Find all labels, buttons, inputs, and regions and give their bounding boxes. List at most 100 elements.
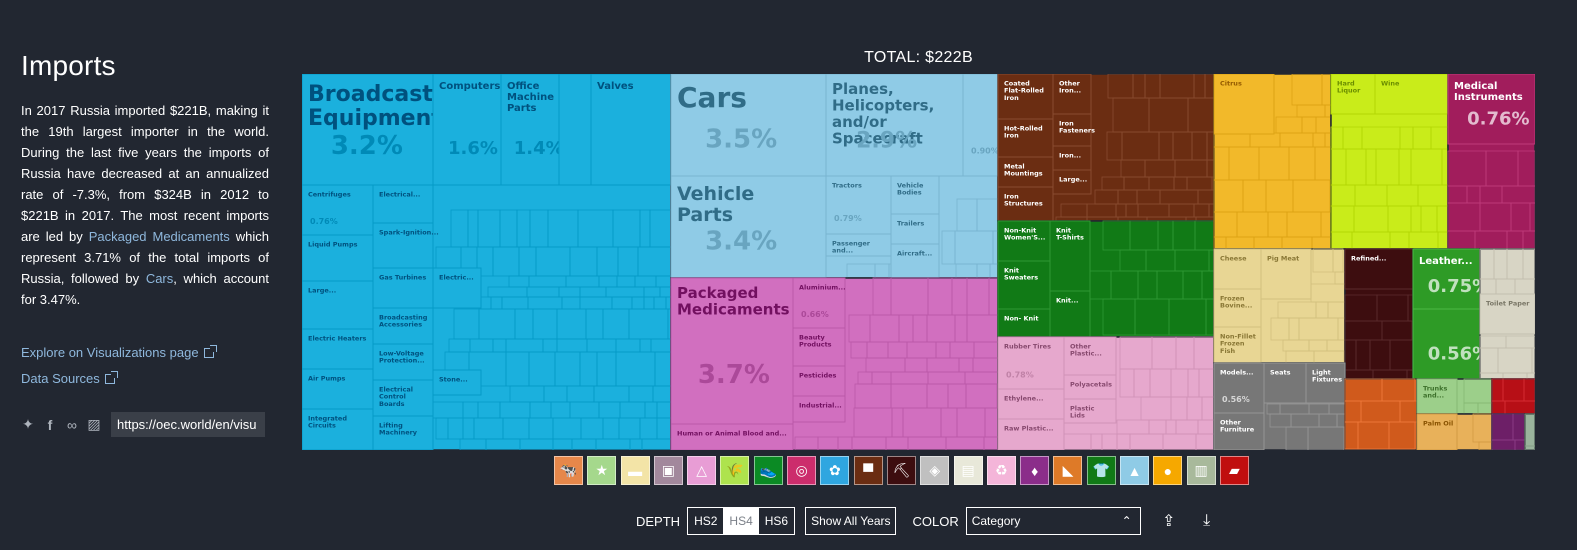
- explore-link[interactable]: Explore on Visualizations page: [21, 345, 217, 360]
- miscellaneous-icon[interactable]: ▥: [1186, 456, 1216, 485]
- tile-cars[interactable]: [670, 74, 827, 177]
- tile-packaged-medicaments[interactable]: [670, 277, 794, 425]
- tile-medical-instruments[interactable]: [1447, 74, 1535, 145]
- link-cars[interactable]: Cars: [145, 271, 174, 286]
- download-icon[interactable]: ⤓: [1203, 512, 1211, 529]
- facebook-icon[interactable]: f: [47, 416, 53, 433]
- tile-large[interactable]: [302, 280, 374, 330]
- stone-glass-icon[interactable]: ▤: [953, 456, 983, 485]
- tile-other-plastic[interactable]: [1063, 336, 1117, 376]
- tile-light-fixtures[interactable]: [1305, 362, 1346, 404]
- tile-centrifuges[interactable]: [302, 184, 374, 236]
- treemap-chart[interactable]: Broadcasting Equipment 3.2% Computers 1.6% Of…: [302, 74, 1535, 450]
- tile-hot-rolled-iron[interactable]: [997, 118, 1054, 158]
- tile-other-furniture[interactable]: [1213, 412, 1265, 450]
- depth-hs2-button[interactable]: HS2: [694, 514, 718, 528]
- tile-pesticides[interactable]: [792, 365, 846, 397]
- tile-leather[interactable]: [1412, 248, 1481, 310]
- tile-trailers[interactable]: [890, 213, 940, 245]
- tile-transportation-2[interactable]: [962, 74, 999, 177]
- tile-citrus[interactable]: [1213, 74, 1275, 135]
- share-url-input[interactable]: https://oec.world/en/visu: [111, 412, 265, 437]
- group-stone[interactable]: [1524, 413, 1535, 450]
- tile-iron-structures[interactable]: [997, 186, 1054, 222]
- wood-products-icon[interactable]: ✿: [820, 456, 850, 485]
- group-weapons[interactable]: [1344, 378, 1418, 450]
- tile-computers[interactable]: [432, 74, 502, 186]
- depth-hs6-button[interactable]: HS6: [764, 514, 789, 528]
- data-sources-link[interactable]: Data Sources: [21, 371, 118, 386]
- precious-metals-icon[interactable]: ♻: [986, 456, 1016, 485]
- tile-human-or-animal-blood-and[interactable]: [670, 423, 794, 450]
- tile-tractors[interactable]: [825, 175, 892, 235]
- vegetable-products-icon[interactable]: ★: [587, 456, 617, 485]
- tile-vehicle-bodies[interactable]: [890, 175, 940, 215]
- tile-pig-meat[interactable]: [1260, 248, 1312, 300]
- machines-icon[interactable]: ◣: [1053, 456, 1083, 485]
- mineral-products-icon[interactable]: △: [687, 456, 717, 485]
- twitter-icon[interactable]: ✦: [22, 416, 34, 432]
- paper-goods-icon[interactable]: ▀: [853, 456, 883, 485]
- tile-air-pumps[interactable]: [302, 368, 374, 410]
- tile-rubber-tires[interactable]: [997, 336, 1065, 390]
- tile-knit[interactable]: [1049, 290, 1091, 338]
- link-icon[interactable]: ∞: [67, 416, 77, 433]
- group-arts[interactable]: [1491, 378, 1535, 415]
- tile-non-fillet-frozen-fish[interactable]: [1213, 326, 1262, 364]
- tile-other-iron[interactable]: [1052, 74, 1092, 115]
- tile-integrated-circuits[interactable]: [302, 408, 374, 450]
- tile-refined[interactable]: [1344, 248, 1414, 290]
- textiles-icon[interactable]: ⛏: [886, 456, 916, 485]
- share-icon[interactable]: ⇪: [1162, 513, 1176, 530]
- instruments-icon[interactable]: ▲: [1120, 456, 1150, 485]
- tile-trunks-and[interactable]: [1416, 378, 1458, 415]
- plastics-rubbers-icon[interactable]: 👟: [753, 456, 783, 485]
- tile-polyacetals[interactable]: [1063, 374, 1117, 400]
- arts-antiques-icon[interactable]: ▰: [1219, 456, 1249, 485]
- tile-wine[interactable]: [1374, 74, 1449, 115]
- group-precious[interactable]: [1491, 413, 1526, 450]
- tile-broadcasting-equipment[interactable]: [302, 74, 434, 186]
- tile-iron[interactable]: [1052, 145, 1092, 171]
- tile-planes-helicopters-and-or-spacecraft[interactable]: [825, 74, 964, 177]
- link-packaged-medicaments[interactable]: Packaged Medicaments: [88, 229, 230, 244]
- color-select[interactable]: Category ⌃: [965, 507, 1141, 535]
- tile-spark-ignition[interactable]: [372, 222, 434, 269]
- animal-vegetable-fats-icon[interactable]: ▬: [620, 456, 650, 485]
- image-icon[interactable]: ▨: [87, 416, 101, 432]
- chemical-products-icon[interactable]: 🌾: [720, 456, 750, 485]
- tile-palm-oil[interactable]: [1416, 413, 1458, 450]
- tile-non-knit-women-s[interactable]: [997, 220, 1051, 262]
- animal-hides-icon[interactable]: ◎: [787, 456, 817, 485]
- tile-beauty-products[interactable]: [792, 327, 846, 367]
- tile-toilet-paper[interactable]: [1479, 293, 1535, 335]
- depth-hs4-button[interactable]: HS4: [723, 508, 759, 534]
- show-all-years-button[interactable]: Show All Years: [805, 507, 897, 535]
- tile-frozen-bovine[interactable]: [1213, 288, 1262, 328]
- tile-knit-sweaters[interactable]: [997, 260, 1051, 310]
- tile-aluminium[interactable]: [792, 277, 846, 329]
- tile-machines-3[interactable]: [558, 74, 592, 186]
- tile-large[interactable]: [1052, 169, 1092, 195]
- transportation-icon[interactable]: 👕: [1086, 456, 1116, 485]
- tile-lifting-machinery[interactable]: [372, 415, 434, 450]
- tile-coated-flat-rolled-iron[interactable]: [997, 74, 1054, 120]
- tile-knit-t-shirts[interactable]: [1049, 220, 1091, 292]
- tile-raw-plastic[interactable]: [997, 418, 1065, 450]
- tile-non-knit[interactable]: [997, 308, 1051, 338]
- tile-broadcasting-accessories[interactable]: [372, 307, 434, 345]
- footwear-icon[interactable]: ◈: [920, 456, 950, 485]
- animal-products-icon[interactable]: 🐄: [554, 456, 583, 485]
- tile-ethylene[interactable]: [997, 388, 1065, 420]
- tile-plastic-lids[interactable]: [1063, 398, 1117, 424]
- tile-seats[interactable]: [1263, 362, 1307, 404]
- tile-electric[interactable]: [432, 267, 482, 309]
- metals-icon[interactable]: ♦: [1020, 456, 1050, 485]
- tile-office-machine-parts[interactable]: [500, 74, 560, 186]
- tile-industrial[interactable]: [792, 395, 846, 423]
- tile-hides-1[interactable]: [1412, 308, 1481, 380]
- tile-aircraft[interactable]: [890, 243, 940, 279]
- tile-electrical[interactable]: [372, 184, 434, 224]
- weapons-icon[interactable]: ●: [1153, 456, 1183, 485]
- tile-liquid-pumps[interactable]: [302, 234, 374, 282]
